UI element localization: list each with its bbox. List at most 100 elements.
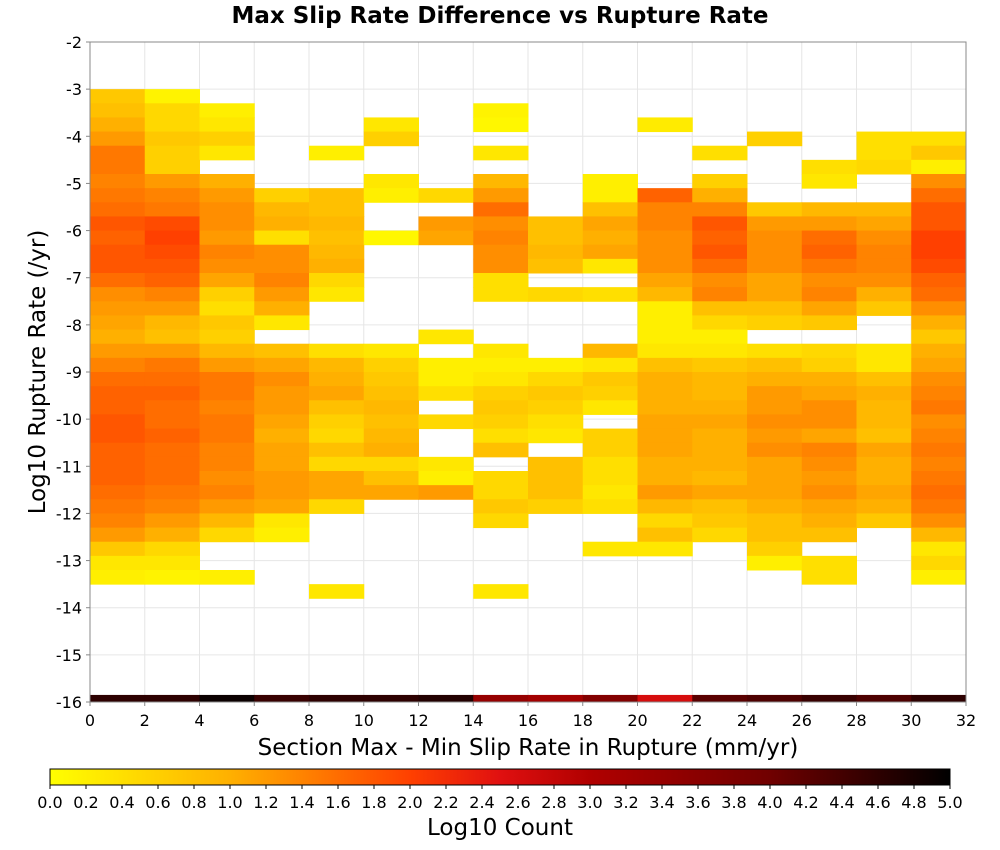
heatmap-cell [309, 471, 365, 486]
heatmap-cell [582, 400, 638, 415]
heatmap-cell [747, 258, 803, 274]
heatmap-cell [363, 372, 419, 387]
heatmap-cell [90, 527, 146, 543]
heatmap-cell [911, 159, 967, 175]
heatmap-cell [199, 372, 255, 387]
heatmap-cell [801, 202, 857, 217]
heatmap-cell [418, 188, 474, 203]
heatmap-cell [254, 230, 310, 246]
heatmap-cell [473, 230, 529, 246]
heatmap-cell-bottom [90, 694, 146, 702]
heatmap-cell [144, 442, 200, 458]
x-tick-label: 24 [737, 711, 757, 730]
heatmap-cell [199, 329, 255, 345]
heatmap-cell [528, 499, 584, 514]
heatmap-cell [747, 513, 803, 529]
heatmap-cell [90, 414, 146, 430]
heatmap-cell [856, 244, 912, 260]
heatmap-cell [363, 188, 419, 203]
heatmap-cell [144, 244, 200, 260]
heatmap-cell [199, 386, 255, 401]
heatmap-cell [582, 499, 638, 514]
heatmap-cell [90, 188, 146, 203]
heatmap-cell [309, 400, 365, 415]
heatmap-cell [528, 230, 584, 246]
heatmap-cell [199, 527, 255, 543]
heatmap-cell [199, 188, 255, 203]
heatmap-cell [856, 513, 912, 529]
heatmap-cell [637, 499, 693, 514]
heatmap-cell [582, 485, 638, 500]
y-tick-label: -14 [56, 599, 82, 618]
heatmap-cell [418, 329, 474, 345]
heatmap-cell [911, 541, 967, 557]
heatmap-cell [363, 471, 419, 486]
heatmap-cell [90, 386, 146, 401]
colorbar-tick-label: 3.0 [577, 793, 602, 812]
heatmap-cell [309, 230, 365, 246]
heatmap-cell [309, 584, 365, 599]
heatmap-cell [637, 372, 693, 387]
heatmap-cell [856, 145, 912, 161]
heatmap-cell [473, 145, 529, 161]
heatmap-cell [199, 202, 255, 217]
y-tick-label: -3 [66, 80, 82, 99]
y-axis-label: Log10 Rupture Rate (/yr) [25, 230, 51, 515]
heatmap-cell [144, 471, 200, 486]
heatmap-cell [144, 159, 200, 175]
heatmap-cell [801, 400, 857, 415]
colorbar-tick-label: 2.2 [433, 793, 458, 812]
heatmap-cell [90, 230, 146, 246]
heatmap-cell [90, 555, 146, 571]
x-tick-label: 20 [627, 711, 647, 730]
heatmap-cell [637, 287, 693, 302]
heatmap-cell [254, 343, 310, 359]
heatmap-cell-bottom [637, 694, 693, 702]
heatmap-cell [254, 400, 310, 415]
heatmap-cell [528, 357, 584, 373]
y-tick-label: -11 [56, 457, 82, 476]
x-tick-label: 2 [140, 711, 150, 730]
x-tick-label: 26 [792, 711, 812, 730]
heatmap-cell [582, 456, 638, 472]
heatmap-cell [473, 485, 529, 500]
heatmap-cell [363, 485, 419, 500]
heatmap-cell [637, 357, 693, 373]
heatmap-cell [801, 216, 857, 232]
heatmap-cell [747, 287, 803, 302]
heatmap-cell [692, 258, 748, 274]
heatmap-cell [90, 442, 146, 458]
heatmap-cell [911, 202, 967, 217]
heatmap-cell [692, 456, 748, 472]
heatmap-cell [363, 414, 419, 430]
heatmap-cell [309, 145, 365, 161]
heatmap-cell [363, 400, 419, 415]
heatmap-cell [363, 343, 419, 359]
heatmap-cell [418, 414, 474, 430]
colorbar-tick-label: 1.6 [325, 793, 350, 812]
heatmap-cell [747, 485, 803, 500]
heatmap-cell [144, 527, 200, 543]
heatmap-cell [637, 273, 693, 288]
heatmap-cell [637, 456, 693, 472]
heatmap-cell [911, 301, 967, 316]
heatmap-cell [254, 386, 310, 401]
heatmap-cell [856, 485, 912, 500]
heatmap-cell [911, 343, 967, 359]
heatmap-cell [363, 386, 419, 401]
heatmap-cell [911, 485, 967, 500]
heatmap-cell-bottom [911, 694, 967, 702]
heatmap-cell [692, 188, 748, 203]
heatmap-cell-bottom [309, 694, 365, 702]
heatmap-cell [144, 513, 200, 529]
heatmap-cell [582, 442, 638, 458]
heatmap-cell [199, 287, 255, 302]
heatmap-cell [637, 230, 693, 246]
x-tick-label: 0 [85, 711, 95, 730]
heatmap-cell [911, 145, 967, 161]
heatmap-cell [363, 131, 419, 147]
heatmap-cell [90, 485, 146, 500]
y-axis-ticks: -2 -3 -4 -5 -6 -7 -8 -9 -10 -11 -12 -13 -14 -15 -16 [56, 33, 90, 712]
heatmap-cell [911, 442, 967, 458]
